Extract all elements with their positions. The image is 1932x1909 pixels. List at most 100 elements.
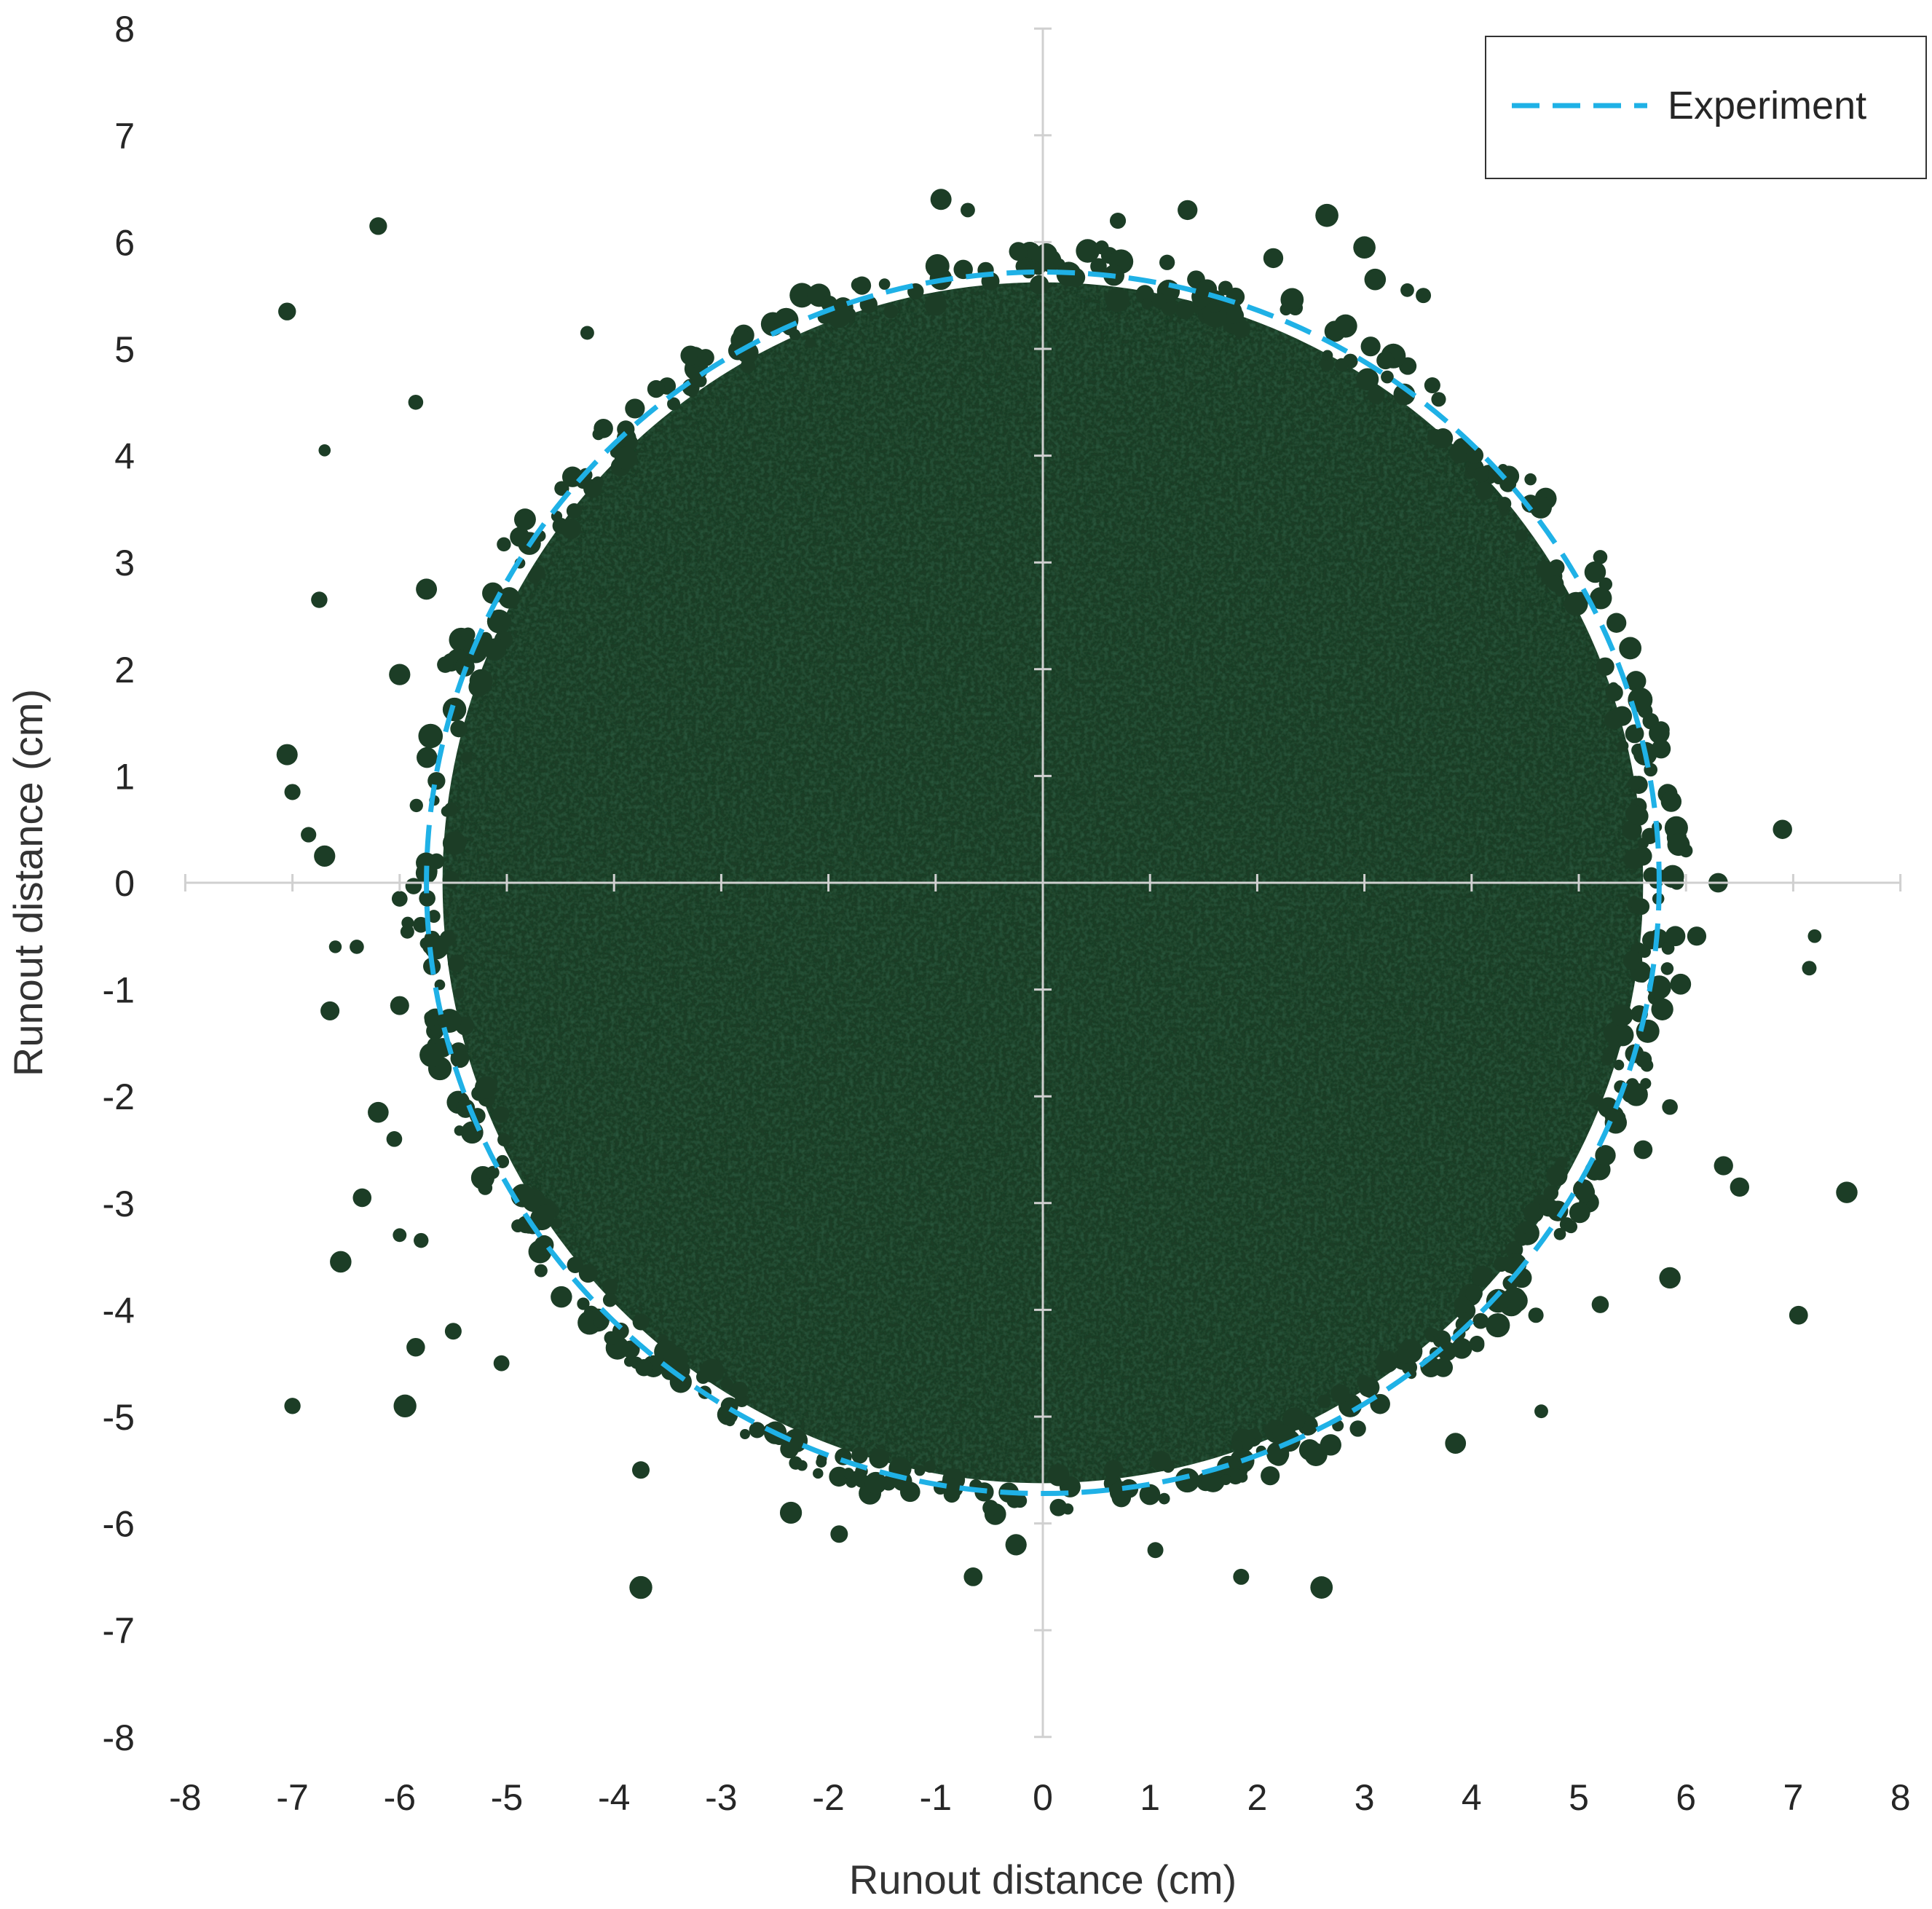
particle-edge [1605, 683, 1623, 701]
outlier-particle [444, 1323, 462, 1340]
particle-edge [694, 374, 707, 387]
outlier-particle [328, 940, 342, 953]
particle-edge [1363, 1385, 1376, 1398]
particle-edge [554, 481, 569, 496]
particle-edge [448, 955, 465, 972]
outlier-particle [1233, 1568, 1250, 1585]
particle-edge [497, 1133, 511, 1146]
particle-edge [1159, 254, 1175, 270]
particle-edge [499, 614, 511, 626]
outlier-particle [350, 940, 364, 954]
outlier-particle [1670, 973, 1692, 995]
particle-edge [1135, 285, 1154, 304]
x-tick-label: -4 [598, 1777, 630, 1818]
particle-edge [1454, 1337, 1467, 1349]
particle-edge [924, 294, 947, 316]
x-tick-label: 6 [1676, 1777, 1696, 1818]
particle-edge [567, 1256, 583, 1273]
outlier-particle [1005, 1534, 1027, 1556]
particle-edge [400, 924, 414, 939]
particle-edge [418, 723, 443, 749]
outlier-particle [318, 444, 331, 457]
particle-edge [1424, 377, 1440, 394]
y-tick-label: 8 [114, 9, 135, 50]
outlier-particle [1633, 1140, 1653, 1160]
particle-edge [594, 1317, 604, 1328]
x-tick-label: -2 [812, 1777, 844, 1818]
particle-edge [869, 1448, 890, 1469]
particle-edge [442, 697, 467, 722]
particle-edge [1272, 1424, 1293, 1445]
particle-edge [1660, 962, 1674, 975]
particle-edge [1472, 1312, 1489, 1329]
particle-edge [450, 1049, 470, 1068]
particle-edge [1368, 386, 1385, 404]
particle-edge [864, 1471, 887, 1495]
outlier-particle [386, 1131, 403, 1147]
experiment-circle-layer [424, 269, 1662, 1497]
particle-edge [561, 466, 583, 487]
x-tick-label: 2 [1247, 1777, 1267, 1818]
particle-edge [437, 1009, 462, 1033]
outlier-particle [1789, 1305, 1808, 1325]
outlier-particle [391, 891, 408, 907]
particle-edge [1515, 530, 1528, 543]
outlier-particle [1687, 926, 1707, 946]
outlier-particle [1662, 1099, 1678, 1115]
particle-edge [1427, 428, 1443, 445]
particle-edge [1625, 724, 1644, 744]
particle-edge [1464, 1284, 1483, 1302]
particle-edge [417, 747, 438, 768]
particle-edge [635, 1359, 652, 1377]
particle-edge [1433, 1358, 1454, 1377]
particle-edge [1201, 1468, 1226, 1492]
particle-edge [1623, 849, 1644, 870]
particle-edge [1623, 950, 1643, 970]
y-tick-label: 7 [114, 116, 135, 157]
outlier-particle [393, 1394, 417, 1418]
particle-edge [1282, 1407, 1306, 1431]
particle-edge [484, 638, 506, 661]
y-tick-label: -7 [103, 1610, 135, 1651]
outlier-particle [368, 1101, 389, 1123]
y-tick-label: -8 [103, 1717, 135, 1758]
outlier-particle [1679, 843, 1693, 858]
particle-edge [1569, 1202, 1590, 1224]
particle-edge [1141, 298, 1153, 310]
particle-edge [535, 1264, 548, 1278]
particle-edge [602, 1293, 618, 1307]
y-tick-label: 1 [114, 756, 135, 797]
particle-edge [805, 337, 816, 348]
particle-edge [1335, 358, 1349, 371]
particle-edge [431, 1024, 443, 1036]
particle-edge [1317, 1394, 1331, 1409]
outlier-particle [389, 664, 411, 685]
particle-edge [669, 1371, 692, 1393]
particle-edge [419, 890, 435, 907]
particle-edge [1035, 243, 1057, 266]
outlier-particle [1178, 200, 1198, 221]
particle-edge [883, 304, 899, 319]
particle-edge [1471, 1265, 1493, 1287]
particle-edge [1151, 293, 1167, 309]
particle-edge [667, 397, 681, 411]
particle-edge [680, 345, 701, 366]
outlier-particle [629, 1575, 652, 1599]
particle-edge [923, 1460, 937, 1473]
legend-label-experiment: Experiment [1668, 84, 1866, 127]
particle-edge [530, 564, 545, 580]
particle-edge [925, 253, 950, 278]
x-tick-label: 4 [1462, 1777, 1482, 1818]
particle-edge [1356, 368, 1379, 391]
particle-edge [1636, 1019, 1660, 1043]
y-tick-label: 0 [114, 863, 135, 904]
particle-edge [1360, 336, 1381, 357]
particle-edge [1049, 1498, 1068, 1516]
particle-edge [442, 870, 460, 889]
particle-edge [700, 1358, 725, 1383]
particle-edge [460, 627, 476, 642]
outlier-particle [493, 1355, 510, 1371]
y-tick-label: -2 [103, 1076, 135, 1117]
outlier-particle [408, 395, 424, 410]
particle-edge [1139, 1484, 1161, 1505]
